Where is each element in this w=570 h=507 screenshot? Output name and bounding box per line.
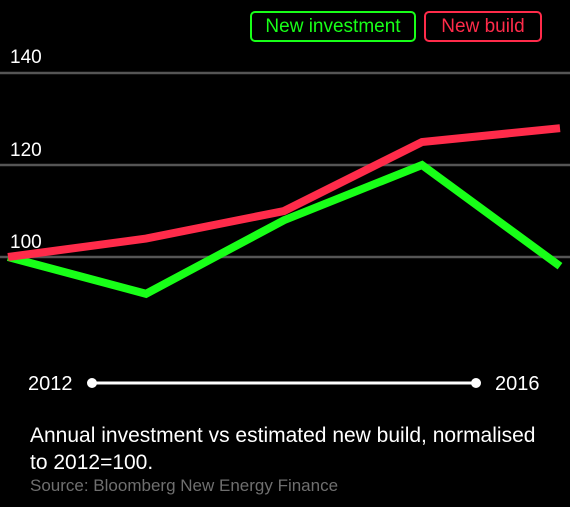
range-start-dot: [87, 378, 97, 388]
source-note: Source: Bloomberg New Energy Finance: [30, 476, 339, 495]
chart-caption: Annual investment vs estimated new build…: [30, 424, 536, 474]
range-end-dot: [471, 378, 481, 388]
range-end-label: 2016: [495, 373, 540, 395]
y-tick-label-100: 100: [10, 232, 42, 253]
legend-label-new-build: New build: [441, 16, 525, 37]
series-line-new-build: [7, 124, 561, 261]
series-line-new-investment: [6, 160, 563, 299]
legend-item-new-investment[interactable]: New investment: [250, 11, 416, 42]
range-start-label: 2012: [28, 373, 73, 395]
legend-item-new-build[interactable]: New build: [424, 11, 542, 42]
legend-label-new-investment: New investment: [265, 16, 401, 37]
y-tick-label-120: 120: [10, 140, 42, 161]
y-tick-label-140: 140: [10, 47, 42, 68]
